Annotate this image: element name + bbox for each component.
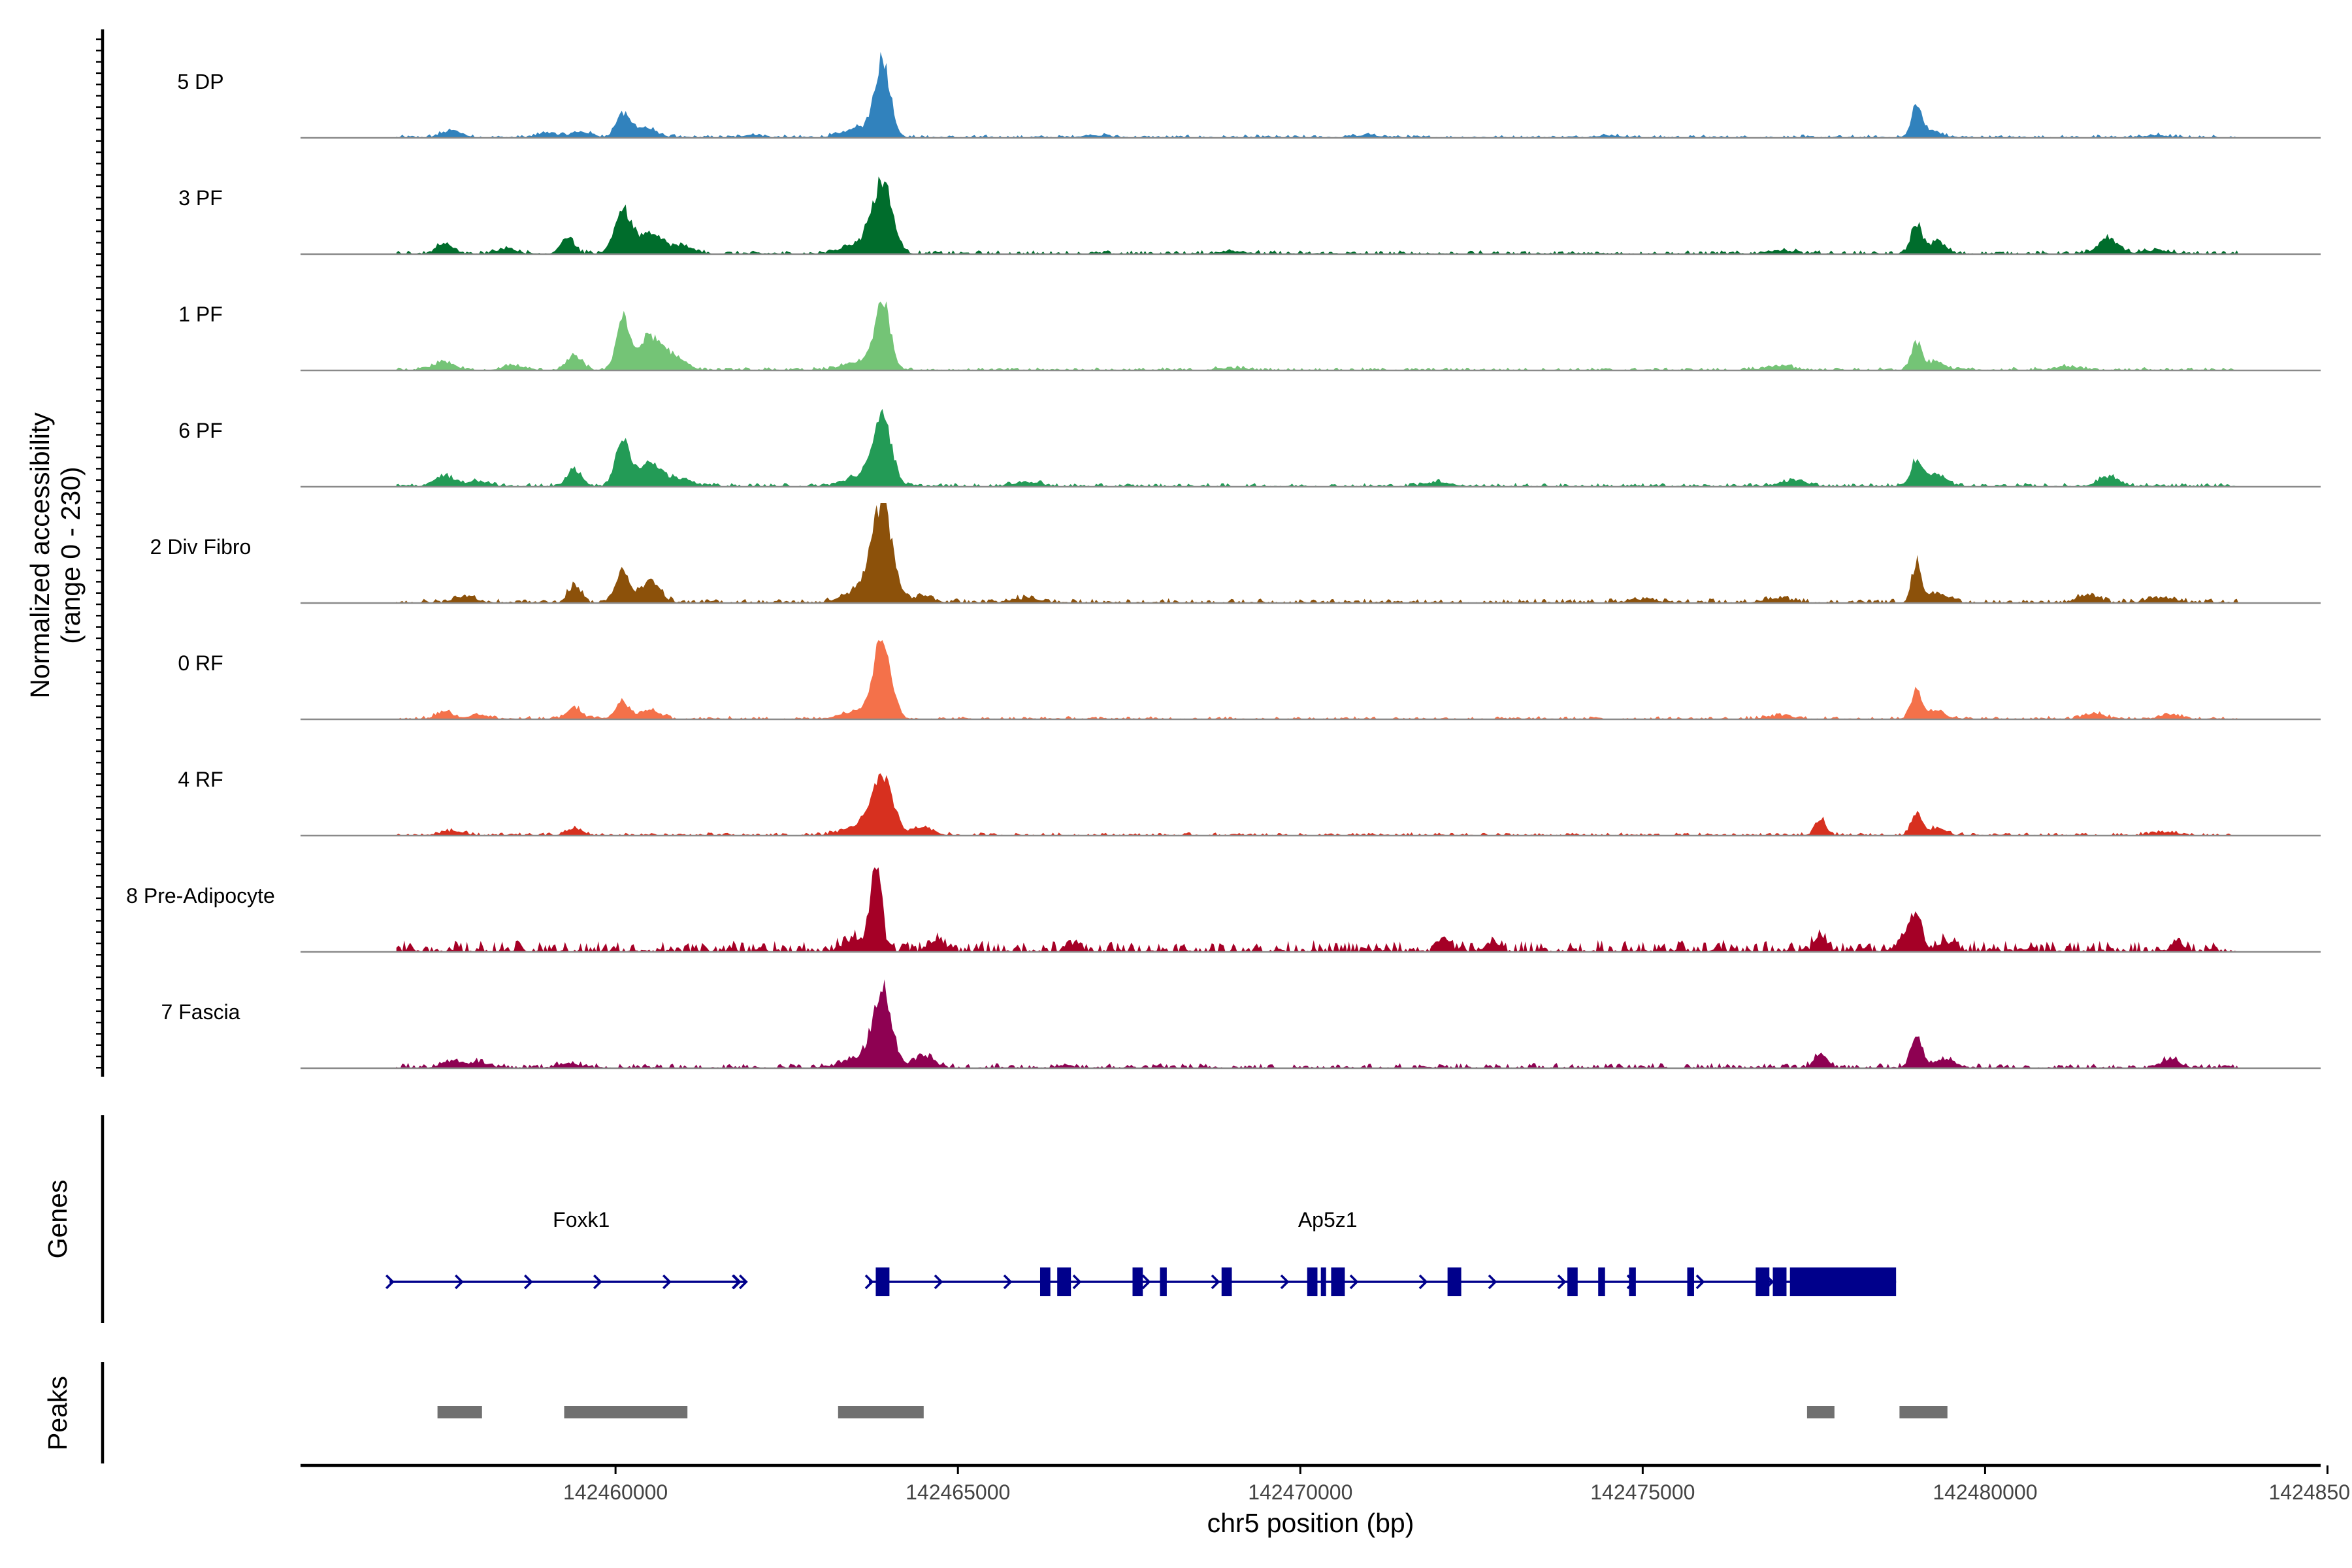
y-axis-ticks <box>96 38 103 1069</box>
strand-arrow <box>1488 1274 1497 1290</box>
track-label: 6 PF <box>178 419 223 442</box>
exon <box>1772 1267 1787 1296</box>
peaks-panel: Peaks <box>42 1362 1948 1463</box>
peak-region <box>838 1406 924 1418</box>
x-tick-label: 142480000 <box>1933 1480 2037 1504</box>
coverage-area <box>396 773 2239 836</box>
x-tick-label: 1424850 <box>2268 1480 2350 1504</box>
exon <box>1331 1267 1345 1296</box>
strand-arrow <box>1418 1274 1428 1290</box>
x-tick-label: 142475000 <box>1590 1480 1695 1504</box>
coverage-area <box>396 503 2239 603</box>
coverage-area <box>396 408 2239 487</box>
track-6-pf: 6 PF <box>178 408 2321 488</box>
exon <box>1789 1267 1897 1296</box>
track-label: 2 Div Fibro <box>150 535 252 559</box>
exon <box>1687 1267 1694 1296</box>
track-label: 0 RF <box>178 651 223 675</box>
strand-arrow <box>385 1274 395 1290</box>
strand-arrow <box>662 1274 672 1290</box>
track-2-div-fibro: 2 Div Fibro <box>150 503 2321 604</box>
exon <box>1221 1267 1232 1296</box>
track-5-dp: 5 DP <box>177 52 2321 139</box>
strand-arrow <box>1003 1274 1013 1290</box>
strand-arrow <box>1557 1274 1567 1290</box>
exon <box>1567 1267 1578 1296</box>
exon <box>1320 1267 1326 1296</box>
track-3-pf: 3 PF <box>178 176 2321 255</box>
strand-arrow <box>593 1274 602 1290</box>
track-8-pre-adipocyte: 8 Pre-Adipocyte <box>126 867 2321 953</box>
strand-arrow <box>1141 1274 1151 1290</box>
coverage-tracks: 5 DP 3 PF 1 PF 6 PF 2 Div Fibro 0 RF 4 RF 8 Pre… <box>126 52 2321 1070</box>
peaks-panel-label: Peaks <box>42 1376 73 1450</box>
x-axis-ticks: 142460000 142465000 142470000 142475000 1424… <box>563 1465 2350 1504</box>
y-axis-label-line2: (range 0 - 230) <box>56 466 86 644</box>
track-label: 5 DP <box>177 70 223 93</box>
gene-foxk1: Foxk1 <box>385 1208 748 1290</box>
gene-models: Foxk1 Ap5z1 <box>385 1208 1897 1296</box>
peak-region <box>1806 1406 1835 1418</box>
track-label: 8 Pre-Adipocyte <box>126 884 275 907</box>
strand-arrow <box>934 1274 943 1290</box>
x-tick-label: 142460000 <box>563 1480 668 1504</box>
strand-arrow <box>1695 1274 1705 1290</box>
exon <box>875 1267 890 1296</box>
x-tick-label: 142465000 <box>906 1480 1010 1504</box>
track-label: 1 PF <box>178 302 223 326</box>
genes-panel: Genes Foxk1 Ap5z1 <box>42 1115 1897 1323</box>
gene-label: Ap5z1 <box>1298 1208 1358 1232</box>
track-4-rf: 4 RF <box>178 768 2321 837</box>
exon <box>1307 1267 1318 1296</box>
y-axis-label-line1: Normalized accessibility <box>25 412 55 698</box>
peak-region <box>1899 1406 1948 1418</box>
exon <box>1132 1267 1143 1296</box>
exon <box>1598 1267 1605 1296</box>
track-1-pf: 1 PF <box>178 301 2321 372</box>
exon <box>1629 1267 1636 1296</box>
strand-arrow <box>1211 1274 1220 1290</box>
track-0-rf: 0 RF <box>178 640 2321 721</box>
x-axis-label: chr5 position (bp) <box>1207 1508 1414 1538</box>
exon <box>1756 1267 1770 1296</box>
strand-arrow <box>1349 1274 1359 1290</box>
strand-arrow <box>864 1274 874 1290</box>
genes-panel-label: Genes <box>42 1180 73 1259</box>
peak-region <box>437 1406 482 1418</box>
y-axis: Normalized accessibility (range 0 - 230) <box>25 29 105 1077</box>
strand-arrow <box>455 1274 464 1290</box>
coverage-area <box>396 301 2239 370</box>
gene-ap5z1: Ap5z1 <box>864 1208 1897 1296</box>
peak-region <box>564 1406 688 1418</box>
strand-arrow <box>1072 1274 1082 1290</box>
track-label: 3 PF <box>178 186 223 210</box>
exon <box>1447 1267 1462 1296</box>
exon <box>1057 1267 1071 1296</box>
strand-arrow <box>1280 1274 1290 1290</box>
track-label: 7 Fascia <box>161 1000 240 1024</box>
track-7-fascia: 7 Fascia <box>161 979 2321 1070</box>
gene-label: Foxk1 <box>553 1208 610 1232</box>
exon <box>1160 1267 1167 1296</box>
strand-arrow <box>524 1274 533 1290</box>
x-tick-label: 142470000 <box>1248 1480 1352 1504</box>
strand-arrow <box>739 1274 748 1290</box>
track-label: 4 RF <box>178 768 223 791</box>
peak-regions <box>437 1406 1948 1418</box>
x-axis: 142460000 142465000 142470000 142475000 1424… <box>301 1463 2350 1538</box>
exon <box>1039 1267 1051 1296</box>
strand-arrow <box>732 1274 742 1290</box>
